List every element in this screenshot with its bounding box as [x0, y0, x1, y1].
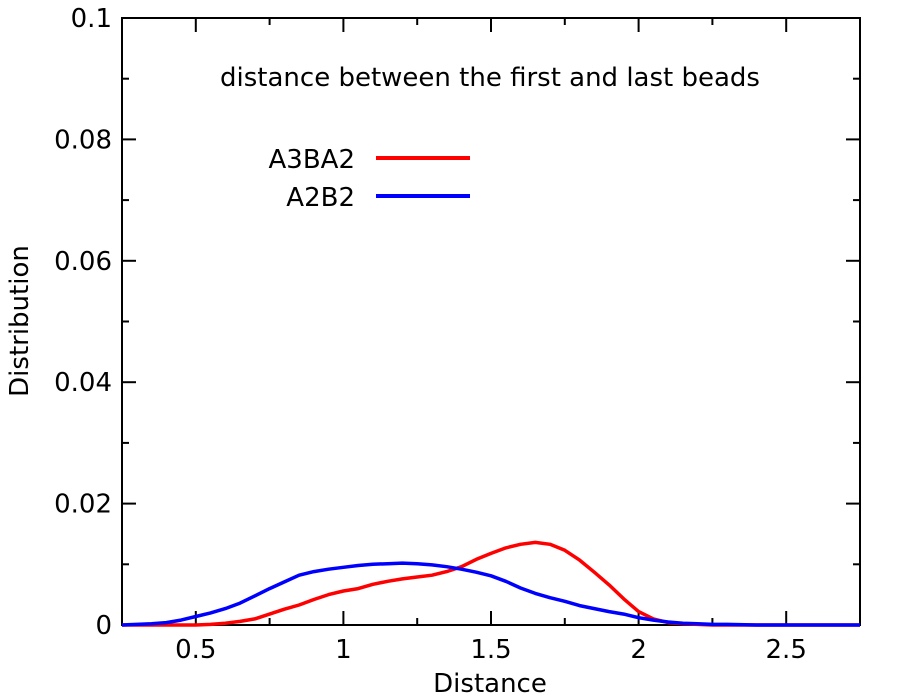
x-axis-title: Distance — [433, 669, 547, 699]
x-tick-label: 2 — [630, 635, 647, 665]
y-axis-title: Distribution — [5, 245, 35, 397]
y-tick-label: 0.08 — [54, 125, 112, 155]
chart-title: distance between the first and last bead… — [220, 63, 760, 93]
x-tick-label: 1.5 — [470, 635, 511, 665]
y-axis-tick-labels: 0 0.02 0.04 0.06 0.08 0.1 — [54, 4, 112, 641]
x-tick-label: 0.5 — [175, 635, 216, 665]
y-tick-label: 0 — [95, 611, 112, 641]
x-axis-tick-labels: 0.5 1 1.5 2 2.5 — [175, 635, 807, 665]
series-layer — [121, 540, 860, 627]
y-tick-label: 0.04 — [54, 368, 112, 398]
x-tick-label: 1 — [335, 635, 352, 665]
legend: A3BA2 A2B2 — [269, 145, 470, 213]
legend-label-a3ba2: A3BA2 — [269, 145, 356, 175]
y-tick-label: 0.02 — [54, 490, 112, 520]
legend-label-a2b2: A2B2 — [286, 183, 355, 213]
x-tick-label: 2.5 — [766, 635, 807, 665]
y-tick-label: 0.06 — [54, 247, 112, 277]
series-line-a2b2 — [121, 561, 860, 627]
axis-ticks — [121, 17, 861, 626]
plot-frame — [121, 17, 861, 626]
y-tick-label: 0.1 — [71, 4, 112, 34]
